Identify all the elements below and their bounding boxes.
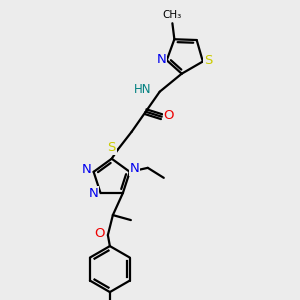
- Text: S: S: [107, 141, 116, 154]
- Text: S: S: [204, 54, 212, 67]
- Text: CH₃: CH₃: [163, 10, 182, 20]
- Text: N: N: [157, 53, 166, 66]
- Text: N: N: [130, 162, 140, 175]
- Text: N: N: [82, 163, 92, 176]
- Text: O: O: [164, 109, 174, 122]
- Text: N: N: [89, 187, 98, 200]
- Text: HN: HN: [134, 83, 152, 96]
- Text: O: O: [94, 226, 105, 240]
